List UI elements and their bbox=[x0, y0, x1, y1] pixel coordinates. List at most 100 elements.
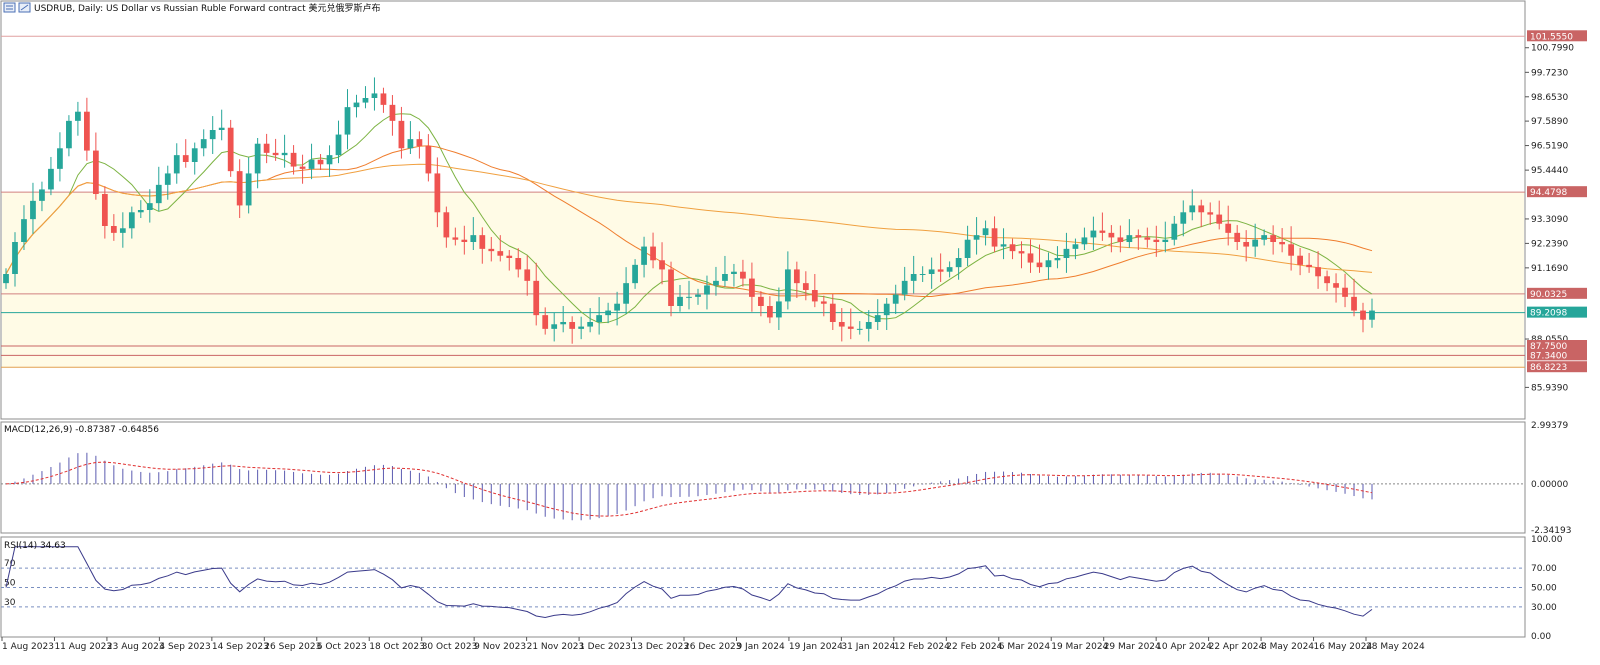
candle-body bbox=[48, 168, 54, 190]
time-tick-label: 12 Feb 2024 bbox=[894, 642, 950, 652]
candle-body bbox=[946, 267, 953, 272]
candle-body bbox=[281, 152, 288, 156]
candle-body bbox=[802, 283, 809, 290]
candle-body bbox=[1162, 239, 1169, 242]
candle-body bbox=[75, 111, 81, 121]
macd-tick-label: -2.34193 bbox=[1531, 526, 1571, 536]
candle-body bbox=[1225, 223, 1232, 233]
candle-body bbox=[1270, 235, 1277, 242]
time-tick-label: 26 Dec 2023 bbox=[684, 642, 742, 652]
candle-body bbox=[632, 264, 638, 284]
candle-body bbox=[982, 228, 989, 236]
candle-body bbox=[1234, 232, 1241, 242]
candle-body bbox=[344, 107, 351, 135]
candle-body bbox=[1351, 296, 1357, 311]
chart-menu-icon[interactable] bbox=[3, 2, 16, 13]
time-tick-label: 21 Nov 2023 bbox=[527, 642, 585, 652]
candle-body bbox=[820, 301, 827, 304]
candle-body bbox=[353, 102, 360, 108]
candle-body bbox=[614, 303, 620, 311]
candle-body bbox=[434, 173, 441, 213]
price-tick-label: 96.5190 bbox=[1531, 142, 1568, 152]
candle-body bbox=[838, 322, 845, 327]
candle-body bbox=[551, 324, 558, 329]
macd-signal-line bbox=[5, 461, 1373, 517]
candle-body bbox=[704, 285, 710, 295]
time-tick-label: 1 Dec 2023 bbox=[579, 642, 631, 652]
candle-body bbox=[290, 152, 297, 167]
time-tick-label: 16 May 2024 bbox=[1314, 642, 1373, 652]
price-tick-label: 93.3090 bbox=[1531, 215, 1568, 225]
candle-body bbox=[605, 310, 611, 316]
candle-body bbox=[173, 155, 180, 174]
time-tick-label: 13 Dec 2023 bbox=[632, 642, 690, 652]
candle-body bbox=[668, 269, 674, 306]
rsi-indicator-label: RSI(14) 34.63 bbox=[4, 541, 66, 551]
candle-body bbox=[515, 258, 522, 270]
candle-body bbox=[641, 246, 647, 265]
price-tick-label: 95.4440 bbox=[1531, 166, 1568, 176]
time-tick-label: 4 Sep 2023 bbox=[159, 642, 210, 652]
chart-properties-icon[interactable] bbox=[18, 2, 31, 13]
candle-body bbox=[596, 315, 603, 322]
candle-body bbox=[524, 269, 531, 281]
candle-body bbox=[452, 237, 459, 240]
candle-body bbox=[542, 315, 549, 329]
candle-body bbox=[1045, 260, 1052, 268]
candle-body bbox=[793, 269, 800, 284]
candle-body bbox=[964, 239, 971, 258]
rsi-axis: 100.00 70.00 50.00 30.00 0.00 bbox=[1531, 535, 1563, 642]
candle-body bbox=[695, 294, 701, 297]
candle-body bbox=[308, 159, 315, 169]
candle-body bbox=[784, 269, 791, 302]
candle-body bbox=[1288, 244, 1294, 256]
candle-body bbox=[865, 322, 872, 329]
candle-body bbox=[1333, 283, 1339, 288]
candle-body bbox=[1369, 310, 1375, 320]
candle-body bbox=[362, 98, 369, 103]
time-tick-label: 22 Apr 2024 bbox=[1209, 642, 1265, 652]
price-tick-label: 97.5890 bbox=[1531, 117, 1568, 127]
candle-body bbox=[1252, 239, 1259, 247]
candle-body bbox=[775, 301, 782, 318]
level-label-bg bbox=[1527, 306, 1587, 318]
time-tick-label: 6 Oct 2023 bbox=[317, 642, 367, 652]
moving-averages bbox=[5, 113, 1373, 324]
candle-body bbox=[731, 271, 737, 274]
time-tick-label: 9 Jan 2024 bbox=[736, 642, 784, 652]
time-tick-label: 22 Feb 2024 bbox=[946, 642, 1002, 652]
time-tick-label: 6 Mar 2024 bbox=[999, 642, 1051, 652]
candle-body bbox=[21, 219, 27, 242]
candle-body bbox=[39, 189, 45, 201]
chart-title: USDRUB, Daily: US Dollar vs Russian Rubl… bbox=[34, 2, 381, 14]
candle-body bbox=[461, 239, 468, 242]
level-label: 94.4798 bbox=[1530, 188, 1567, 198]
candle-body bbox=[30, 200, 36, 220]
candle-body bbox=[164, 173, 171, 185]
time-tick-label: 1 Aug 2023 bbox=[2, 642, 54, 652]
candle-body bbox=[1144, 237, 1151, 240]
macd-series bbox=[1, 452, 1525, 521]
time-tick-label: 14 Sep 2023 bbox=[212, 642, 269, 652]
candle-body bbox=[1207, 212, 1214, 215]
candle-body bbox=[1081, 237, 1088, 245]
candle-body bbox=[3, 274, 9, 284]
candle-body bbox=[829, 303, 836, 322]
candle-body bbox=[1306, 264, 1312, 268]
candle-body bbox=[425, 146, 432, 174]
candle-body bbox=[12, 242, 18, 274]
candle-body bbox=[389, 104, 396, 121]
candle-body bbox=[1036, 262, 1043, 268]
candle-body bbox=[1099, 230, 1106, 233]
chart-header: USDRUB, Daily: US Dollar vs Russian Rubl… bbox=[3, 2, 381, 14]
candle-body bbox=[398, 120, 405, 149]
candle-body bbox=[749, 278, 755, 297]
time-tick-label: 26 Sep 2023 bbox=[264, 642, 321, 652]
candle-body bbox=[1000, 244, 1007, 247]
candle-body bbox=[767, 306, 773, 318]
candle-body bbox=[892, 294, 899, 304]
price-tick-label: 98.6530 bbox=[1531, 93, 1568, 103]
candle-body bbox=[1261, 235, 1268, 240]
